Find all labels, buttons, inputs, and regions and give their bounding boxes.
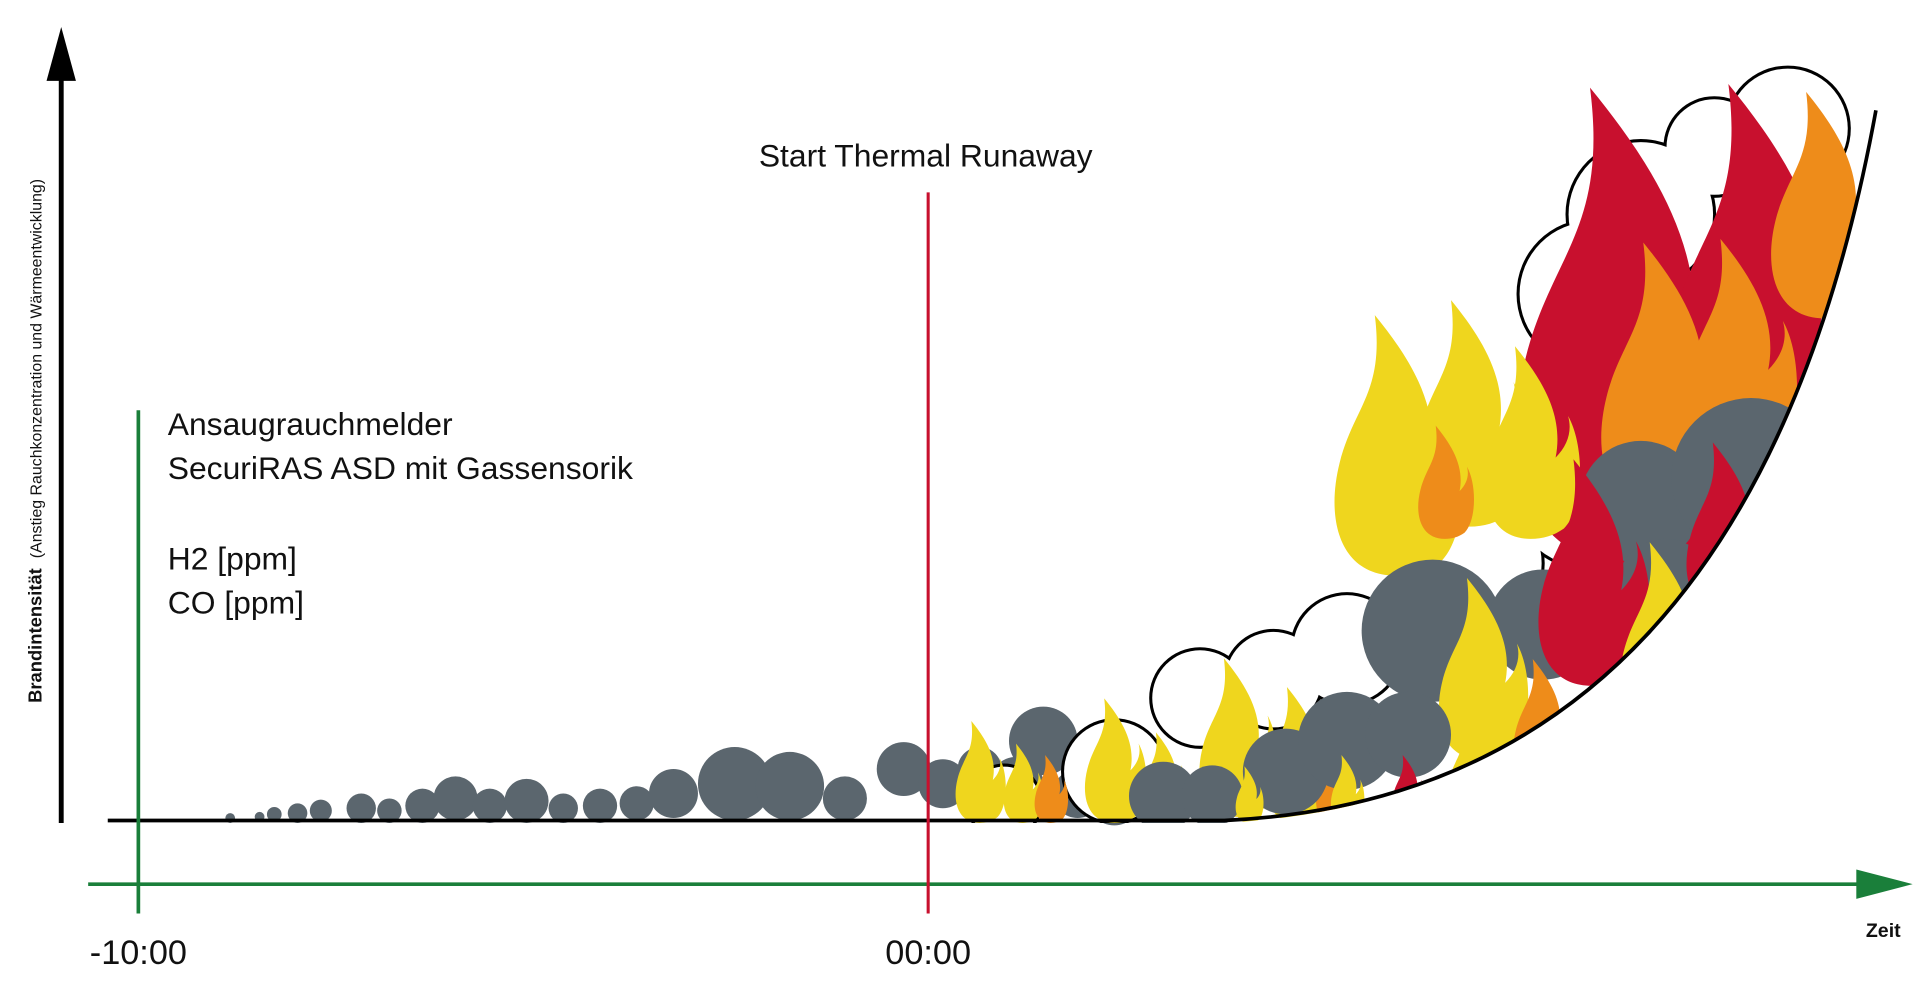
x-axis-label: Zeit: [1866, 920, 1901, 942]
x-tick-label: -10:00: [90, 934, 187, 972]
y-axis-arrow: [46, 27, 76, 81]
time-axis-arrow: [1856, 869, 1913, 899]
smoke-puff: [266, 807, 282, 822]
fire-layers: [955, 83, 1876, 823]
smoke-puff: [405, 788, 440, 823]
measurement-2: CO [ppm]: [168, 585, 304, 621]
event-label: Start Thermal Runaway: [759, 138, 1093, 174]
smoke-puff: [1181, 765, 1243, 823]
smoke-puff: [755, 751, 825, 821]
smoke-puff: [346, 793, 376, 823]
smoke-puff: [822, 776, 867, 821]
y-axis-title: Brandintensität: [25, 568, 46, 703]
smoke-puff: [472, 788, 507, 823]
smoke-puff: [309, 799, 332, 822]
smoke-puff: [582, 788, 618, 823]
smoke-puff: [1365, 691, 1452, 778]
intensity-curve: [107, 109, 1878, 823]
smoke-puff: [648, 769, 698, 819]
flame: [1490, 754, 1524, 823]
smoke-puff: [697, 747, 772, 821]
smoke-puff: [1128, 761, 1198, 823]
detector-line-1: Ansaugrauchmelder: [168, 406, 453, 442]
y-axis-subtitle: (Anstieg Rauchkonzentration und Wärmeent…: [29, 179, 46, 558]
smoke-puff: [433, 776, 478, 821]
x-tick-label: 00:00: [885, 934, 971, 972]
detector-line-2: SecuriRAS ASD mit Gassensorik: [168, 450, 633, 486]
smoke-puff: [377, 798, 402, 823]
smoke-puff: [504, 778, 549, 823]
y-axis-label: Brandintensität (Anstieg Rauchkonzentrat…: [25, 179, 46, 703]
smoke-puff: [287, 803, 308, 823]
smoke-puff: [876, 742, 931, 796]
smoke-puff: [918, 759, 968, 809]
smoke-puff: [619, 786, 654, 821]
smoke-puff: [548, 793, 578, 823]
fire: [955, 65, 1876, 823]
measurement-1: H2 [ppm]: [168, 540, 297, 576]
